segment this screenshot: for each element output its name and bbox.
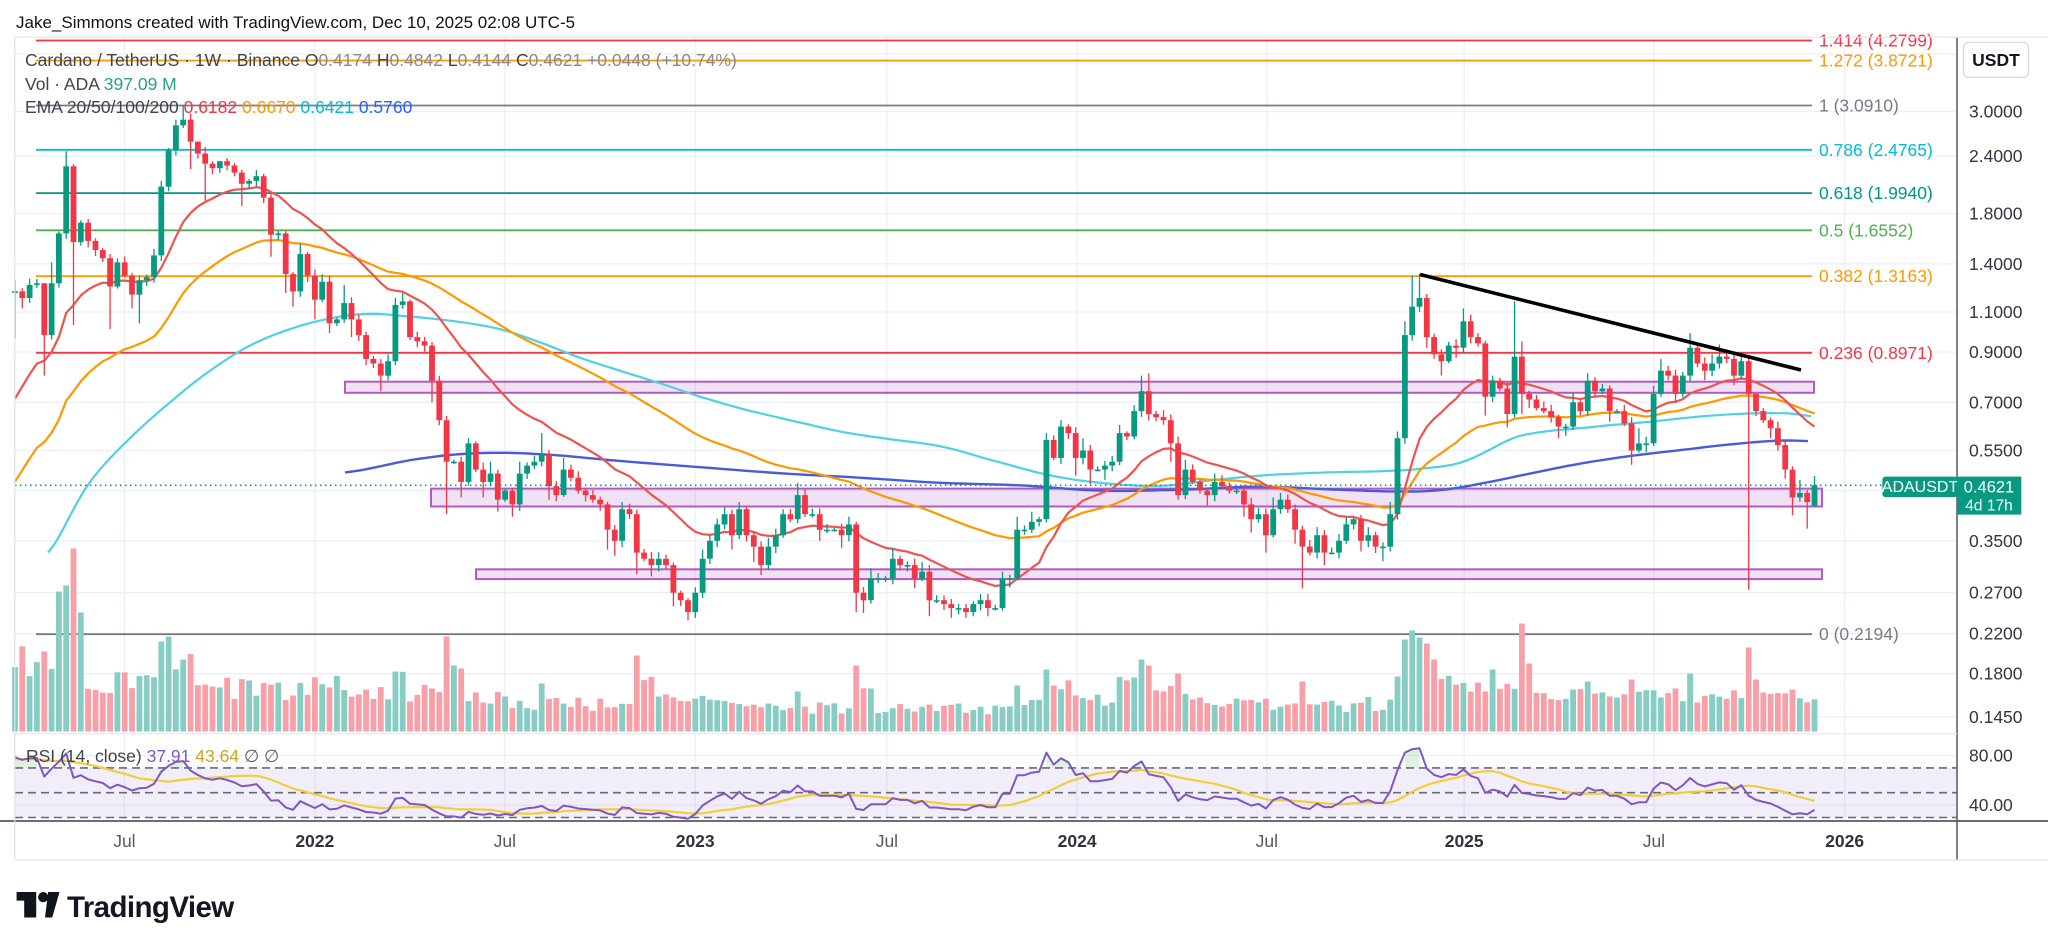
svg-text:1.8000: 1.8000 (1969, 204, 2023, 224)
svg-text:0.5500: 0.5500 (1969, 441, 2023, 461)
svg-text:0.5 (1.6552): 0.5 (1.6552) (1819, 220, 1913, 240)
svg-text:0.618 (1.9940): 0.618 (1.9940) (1819, 183, 1933, 203)
svg-text:Cardano / TetherUS · 1W · Bina: Cardano / TetherUS · 1W · Binance O0.417… (25, 50, 737, 70)
svg-text:0.1450: 0.1450 (1969, 707, 2023, 727)
svg-text:0.236 (0.8971): 0.236 (0.8971) (1819, 343, 1933, 363)
svg-text:0.7000: 0.7000 (1969, 392, 2023, 412)
svg-text:1.4000: 1.4000 (1969, 254, 2023, 274)
svg-text:2025: 2025 (1445, 831, 1484, 851)
svg-text:1.1000: 1.1000 (1969, 302, 2023, 322)
svg-text:0.3500: 0.3500 (1969, 531, 2023, 551)
svg-text:1 (3.0910): 1 (3.0910) (1819, 96, 1899, 116)
svg-text:RSI (14, close) 37.91 43.64 ∅: RSI (14, close) 37.91 43.64 ∅ ∅ (26, 746, 279, 766)
svg-text:Jake_Simmons created with Trad: Jake_Simmons created with TradingView.co… (16, 13, 575, 32)
svg-text:0.4621: 0.4621 (1964, 479, 2014, 497)
svg-text:Jul: Jul (494, 831, 516, 851)
svg-text:EMA 20/50/100/200 0.6182 0.667: EMA 20/50/100/200 0.6182 0.6670 0.6421 0… (25, 97, 413, 117)
svg-text:2022: 2022 (295, 831, 334, 851)
svg-text:2023: 2023 (676, 831, 715, 851)
svg-text:Jul: Jul (876, 831, 898, 851)
svg-text:0.1800: 0.1800 (1969, 664, 2023, 684)
svg-text:0.2700: 0.2700 (1969, 583, 2023, 603)
svg-text:Vol · ADA 397.09 M: Vol · ADA 397.09 M (25, 74, 177, 94)
svg-text:0.786 (2.4765): 0.786 (2.4765) (1819, 140, 1933, 160)
svg-text:ADAUSDT: ADAUSDT (1882, 479, 1959, 496)
svg-text:40.00: 40.00 (1969, 795, 2013, 815)
svg-text:0.2200: 0.2200 (1969, 624, 2023, 644)
svg-text:2024: 2024 (1058, 831, 1097, 851)
svg-text:Jul: Jul (1256, 831, 1278, 851)
svg-text:0.382 (1.3163): 0.382 (1.3163) (1819, 266, 1933, 286)
svg-text:80.00: 80.00 (1969, 746, 2013, 766)
svg-text:TradingView: TradingView (67, 891, 234, 924)
svg-text:1.272 (3.8721): 1.272 (3.8721) (1819, 51, 1933, 71)
svg-text:USDT: USDT (1972, 50, 2020, 70)
svg-text:3.0000: 3.0000 (1969, 102, 2023, 122)
svg-text:1.414 (4.2799): 1.414 (4.2799) (1819, 31, 1933, 51)
svg-text:2.4000: 2.4000 (1969, 146, 2023, 166)
svg-text:0 (0.2194): 0 (0.2194) (1819, 624, 1899, 644)
svg-text:4d 17h: 4d 17h (1965, 498, 2012, 515)
svg-text:Jul: Jul (113, 831, 135, 851)
svg-text:0.9000: 0.9000 (1969, 342, 2023, 362)
svg-text:Jul: Jul (1643, 831, 1665, 851)
svg-text:2026: 2026 (1825, 831, 1864, 851)
